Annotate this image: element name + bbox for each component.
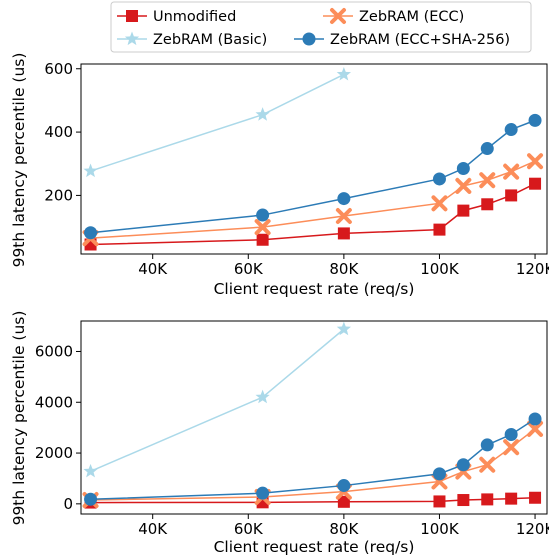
legend-star-marker (124, 31, 140, 46)
data-point-ecc_sha (432, 467, 446, 481)
legend-label-ecc: ZebRAM (ECC) (359, 9, 464, 25)
y-tick-label: 0 (63, 495, 73, 513)
data-point-ecc (479, 456, 496, 473)
data-point-ecc_sha (456, 162, 470, 175)
data-point-unmodified (457, 494, 470, 507)
legend-frame (110, 1, 532, 53)
series-line-ecc_sha (90, 418, 536, 501)
x-tick-label: 60K (234, 260, 264, 278)
y-tick-label: 6000 (35, 342, 73, 360)
top-x-axis-label: Client request rate (req/s) (214, 280, 415, 298)
x-tick-label: 40K (138, 260, 168, 278)
data-point-unmodified (337, 227, 350, 240)
legend-label-basic: ZebRAM (Basic) (153, 32, 267, 48)
data-point-ecc (431, 195, 448, 212)
data-point-unmodified (481, 198, 494, 211)
series-line-basic (90, 73, 345, 172)
data-point-unmodified (529, 177, 542, 190)
bottom-axes-frame (80, 320, 548, 515)
legend-item-unmodified: Unmodified (117, 9, 236, 25)
bottom-chart: 40K 60K 80K 100K 120K 0 2000 4000 6000 Client re… (10, 311, 549, 556)
x-tick-label: 120K (516, 520, 549, 538)
legend-label-unmodified: Unmodified (153, 9, 236, 25)
data-point-unmodified (505, 189, 518, 202)
legend-item-ecc-sha: ZebRAM (ECC+SHA-256) (294, 32, 510, 48)
data-point-ecc (455, 177, 472, 194)
y-tick-label: 4000 (35, 393, 73, 411)
data-point-basic (336, 321, 351, 336)
data-point-ecc_sha (256, 208, 270, 222)
data-point-unmodified (505, 492, 518, 505)
data-point-basic (83, 163, 98, 178)
x-tick-label: 80K (329, 260, 359, 278)
top-y-axis-label: 99th latency percentile (us) (10, 53, 28, 268)
data-point-unmodified (433, 495, 446, 508)
data-point-unmodified (337, 495, 350, 508)
bottom-x-axis-label: Client request rate (req/s) (214, 538, 415, 556)
data-point-ecc_sha (84, 492, 98, 506)
bottom-y-axis-label: 99th latency percentile (us) (10, 311, 28, 526)
legend-circle-marker (302, 32, 316, 46)
data-point-ecc (503, 439, 520, 456)
data-point-ecc_sha (432, 172, 446, 186)
y-tick-label: 2000 (35, 444, 73, 462)
data-point-basic (336, 66, 351, 81)
legend: Unmodified ZebRAM (ECC) ZebRAM (Basic) Z… (110, 1, 532, 53)
legend-label-ecc-sha: ZebRAM (ECC+SHA-256) (330, 32, 510, 48)
x-tick-label: 120K (516, 260, 549, 278)
x-tick-label: 100K (420, 520, 460, 538)
data-point-ecc_sha (84, 226, 98, 240)
data-point-ecc (479, 172, 496, 189)
data-point-ecc_sha (504, 428, 518, 442)
series-line-basic (90, 328, 345, 473)
data-point-ecc_sha (337, 479, 351, 493)
bottom-plot-area: 40K 60K 80K 100K 120K 0 2000 4000 6000 (35, 321, 549, 538)
data-point-ecc_sha (504, 123, 518, 137)
data-point-basic (255, 107, 270, 121)
data-point-ecc_sha (337, 192, 351, 206)
data-point-ecc_sha (256, 486, 270, 500)
top-axes-frame (80, 63, 548, 255)
x-tick-label: 60K (234, 520, 264, 538)
data-point-ecc_sha (480, 142, 494, 156)
legend-item-ecc: ZebRAM (ECC) (323, 8, 464, 25)
y-tick-label: 400 (44, 123, 73, 141)
legend-item-basic: ZebRAM (Basic) (117, 31, 267, 48)
top-plot-area: 40K 60K 80K 100K 120K 200 400 600 (44, 60, 549, 278)
x-tick-label: 100K (420, 260, 460, 278)
top-chart: 40K 60K 80K 100K 120K 200 400 600 Client reques… (10, 53, 549, 298)
data-point-unmodified (529, 491, 542, 504)
data-point-ecc (503, 163, 520, 180)
data-point-ecc_sha (528, 412, 542, 426)
data-point-unmodified (433, 223, 446, 236)
data-point-basic (255, 389, 270, 404)
data-point-ecc (254, 219, 271, 236)
data-point-ecc_sha (480, 438, 494, 452)
data-point-unmodified (256, 233, 269, 246)
data-point-unmodified (457, 204, 470, 217)
y-tick-label: 200 (44, 186, 73, 204)
data-point-basic (83, 463, 98, 478)
x-tick-label: 80K (329, 520, 359, 538)
data-point-unmodified (481, 493, 494, 506)
legend-square-marker (126, 10, 138, 22)
data-point-ecc_sha (456, 458, 470, 472)
data-point-ecc (527, 153, 544, 170)
data-point-ecc (527, 420, 544, 437)
data-point-ecc_sha (528, 113, 542, 127)
legend-x-marker (330, 8, 346, 24)
x-tick-label: 40K (138, 520, 168, 538)
data-point-ecc (335, 208, 352, 224)
y-tick-label: 600 (44, 60, 73, 78)
